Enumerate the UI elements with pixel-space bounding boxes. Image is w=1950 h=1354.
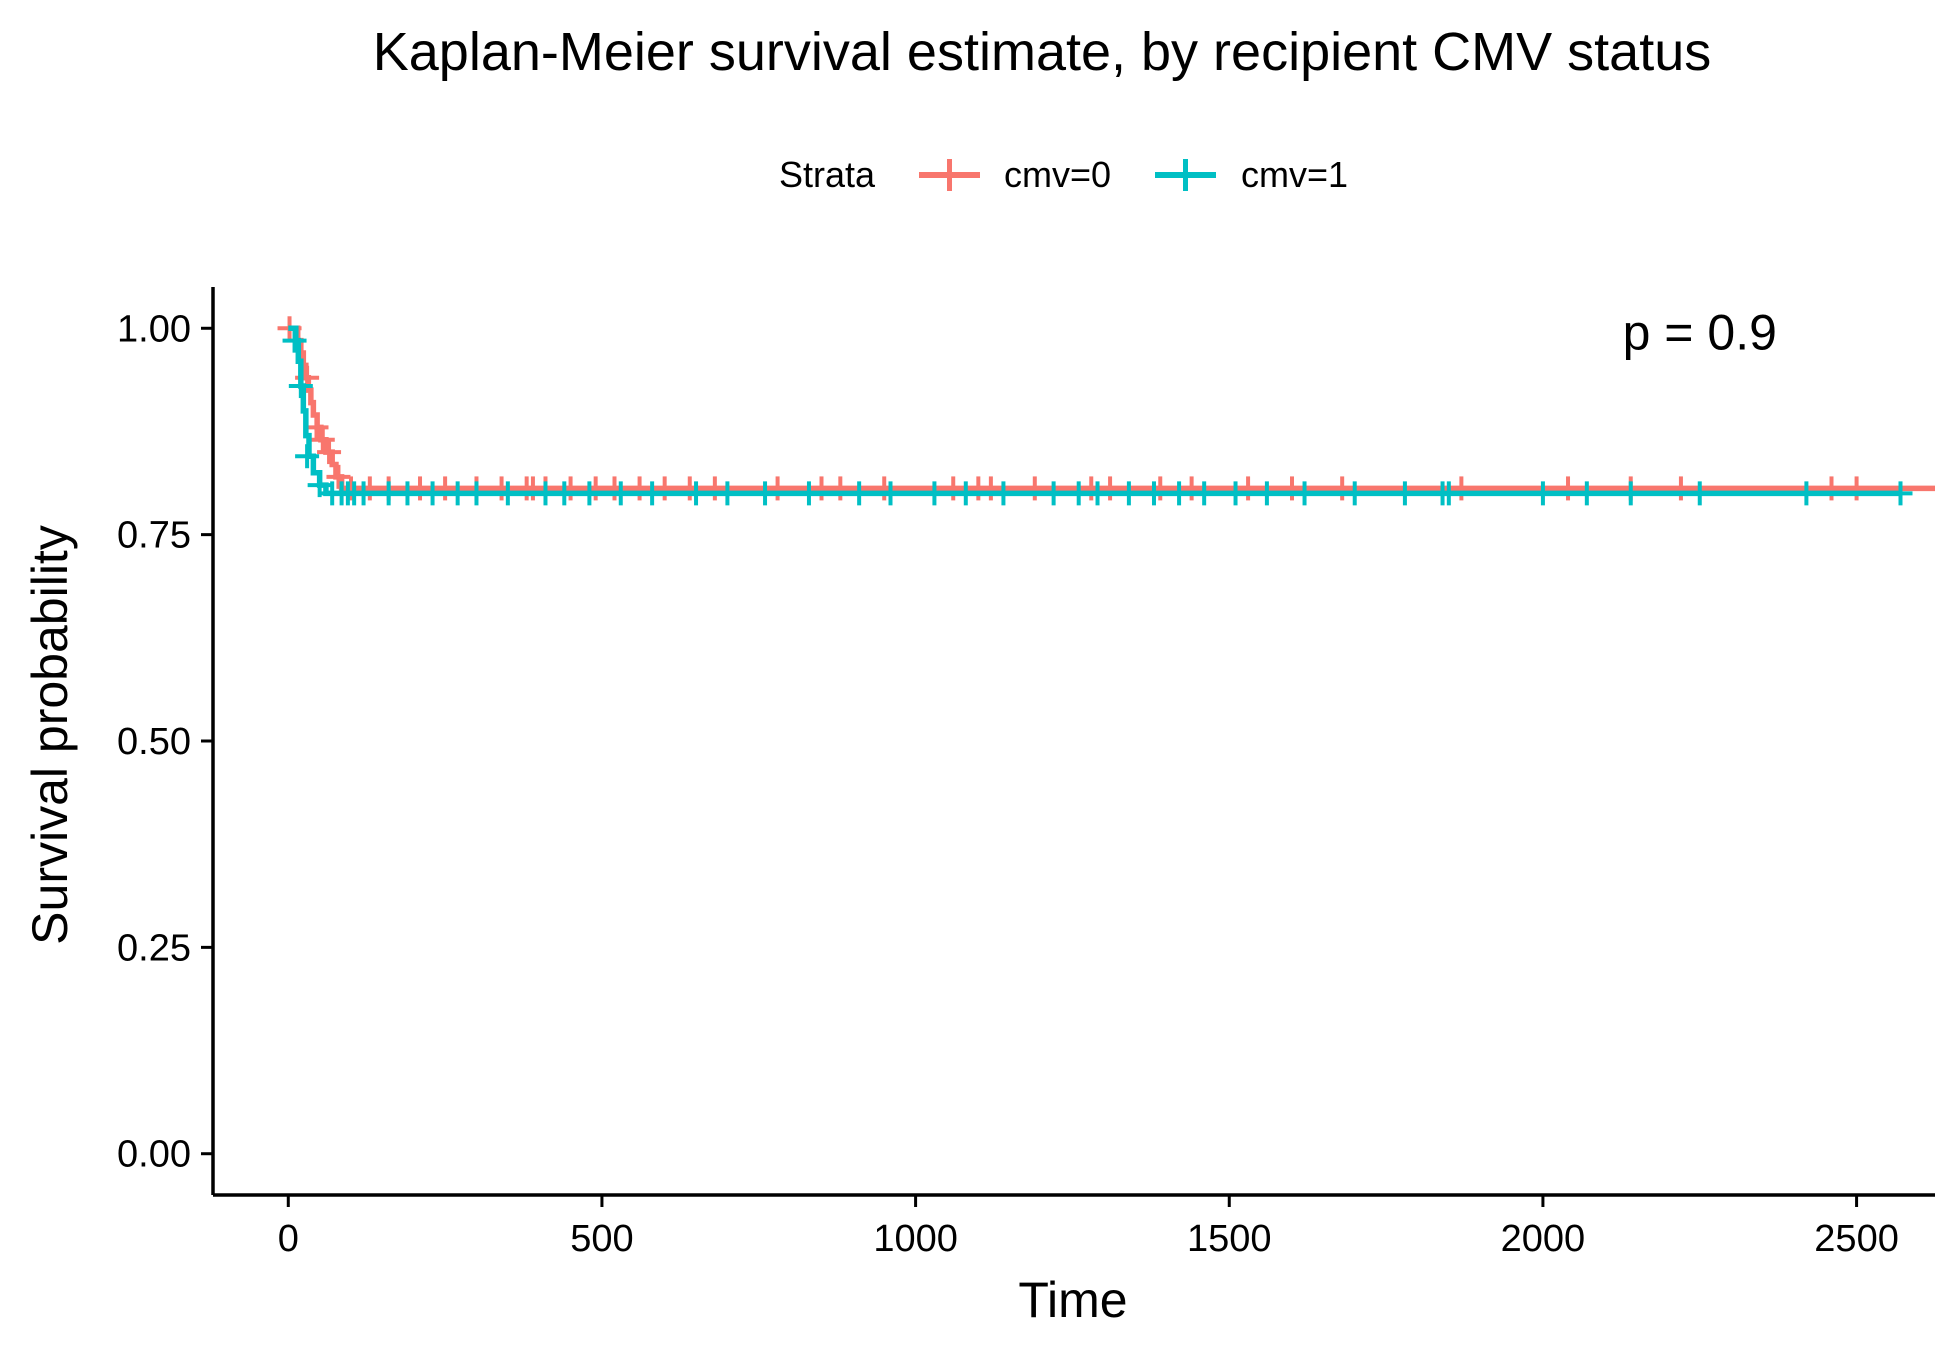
censor-mark <box>489 476 514 501</box>
censor-mark <box>1148 476 1173 501</box>
y-axis-label: Survival probability <box>22 525 78 945</box>
censor-mark <box>1794 481 1819 506</box>
censor-mark <box>1141 481 1166 506</box>
censor-mark <box>1436 481 1461 506</box>
censor-mark <box>420 481 445 506</box>
censor-mark <box>753 481 778 506</box>
censor-mark <box>828 476 853 501</box>
censor-mark <box>326 464 351 489</box>
censor-mark <box>1687 481 1712 506</box>
survival-curve-cmv0 <box>288 325 1935 492</box>
censor-mark <box>765 476 790 501</box>
censor-mark <box>953 481 978 506</box>
x-axis-ticks: 0 500 1000 1500 2000 2500 <box>278 1195 1899 1260</box>
censor-mark <box>1618 481 1643 506</box>
censor-mark <box>922 481 947 506</box>
x-axis-label: Time <box>1018 1272 1127 1328</box>
censor-mark <box>1116 481 1141 506</box>
censor-mark <box>433 476 458 501</box>
y-tick-label: 0.50 <box>117 721 191 763</box>
censor-mark <box>577 481 602 506</box>
censor-mark <box>1844 476 1869 501</box>
censor-mark <box>558 476 583 501</box>
censor-mark <box>1192 481 1217 506</box>
legend-label-cmv0: cmv=0 <box>1004 154 1111 195</box>
censor-mark <box>1179 476 1204 501</box>
censor-mark <box>677 476 702 501</box>
censor-mark <box>295 444 320 469</box>
censor-mark <box>351 481 376 506</box>
p-value-annotation: p = 0.9 <box>1623 304 1777 360</box>
censor-mark <box>796 481 821 506</box>
censor-mark <box>1098 476 1123 501</box>
chart-title: Kaplan-Meier survival estimate, by recip… <box>373 22 1712 82</box>
censor-mark <box>495 481 520 506</box>
censor-mark <box>627 476 652 501</box>
series-cmv1 <box>282 325 1913 506</box>
censor-mark <box>1254 481 1279 506</box>
censor-mark <box>1085 481 1110 506</box>
censor-mark <box>872 476 897 501</box>
legend-title: Strata <box>779 154 876 195</box>
y-tick-label: 0.00 <box>117 1134 191 1176</box>
censor-mark <box>1236 476 1261 501</box>
x-tick-label: 500 <box>570 1218 633 1260</box>
legend: Strata cmv=0 cmv=1 <box>779 154 1348 195</box>
x-tick-label: 2000 <box>1501 1218 1586 1260</box>
censor-mark <box>307 473 332 498</box>
censor-mark <box>464 481 489 506</box>
censor-mark <box>1022 476 1047 501</box>
censor-mark <box>847 481 872 506</box>
censor-mark <box>408 476 433 501</box>
x-tick-label: 0 <box>278 1218 299 1260</box>
survival-curves <box>277 316 1935 506</box>
x-tick-label: 1000 <box>873 1218 958 1260</box>
censor-mark <box>702 476 727 501</box>
censor-mark <box>288 374 313 399</box>
censor-mark <box>1330 476 1355 501</box>
censor-mark <box>978 476 1003 501</box>
censor-mark <box>395 481 420 506</box>
censor-mark <box>1292 481 1317 506</box>
y-tick-label: 1.00 <box>117 308 191 350</box>
censor-mark <box>715 481 740 506</box>
censor-mark <box>1449 476 1474 501</box>
censor-mark <box>282 328 307 353</box>
censor-mark <box>640 481 665 506</box>
censor-mark <box>310 427 335 452</box>
legend-item-cmv1: cmv=1 <box>1155 154 1348 195</box>
censor-mark <box>608 481 633 506</box>
y-tick-label: 0.75 <box>117 515 191 557</box>
censor-mark <box>602 476 627 501</box>
censor-mark <box>1530 481 1555 506</box>
censor-mark <box>652 476 677 501</box>
censor-mark <box>991 481 1016 506</box>
censor-mark <box>1819 476 1844 501</box>
censor-mark <box>1556 476 1581 501</box>
censor-mark <box>1041 481 1066 506</box>
censor-mark <box>317 440 342 465</box>
censor-mark <box>878 481 903 506</box>
censor-mark <box>1279 476 1304 501</box>
y-axis-ticks: 0.00 0.25 0.50 0.75 1.00 <box>117 308 213 1176</box>
censor-mark <box>1342 481 1367 506</box>
legend-item-cmv0: cmv=0 <box>919 154 1111 195</box>
censor-mark <box>1167 481 1192 506</box>
censor-mark <box>941 476 966 501</box>
censor-mark <box>1223 481 1248 506</box>
censor-mark <box>552 481 577 506</box>
censor-mark <box>684 481 709 506</box>
censor-mark <box>1668 476 1693 501</box>
y-tick-label: 0.25 <box>117 927 191 969</box>
censor-mark <box>1392 481 1417 506</box>
x-tick-label: 2500 <box>1814 1218 1899 1260</box>
legend-label-cmv1: cmv=1 <box>1241 154 1348 195</box>
x-tick-label: 1500 <box>1187 1218 1272 1260</box>
censor-mark <box>1574 481 1599 506</box>
series-cmv0 <box>277 316 1935 501</box>
censor-mark <box>1888 481 1913 506</box>
